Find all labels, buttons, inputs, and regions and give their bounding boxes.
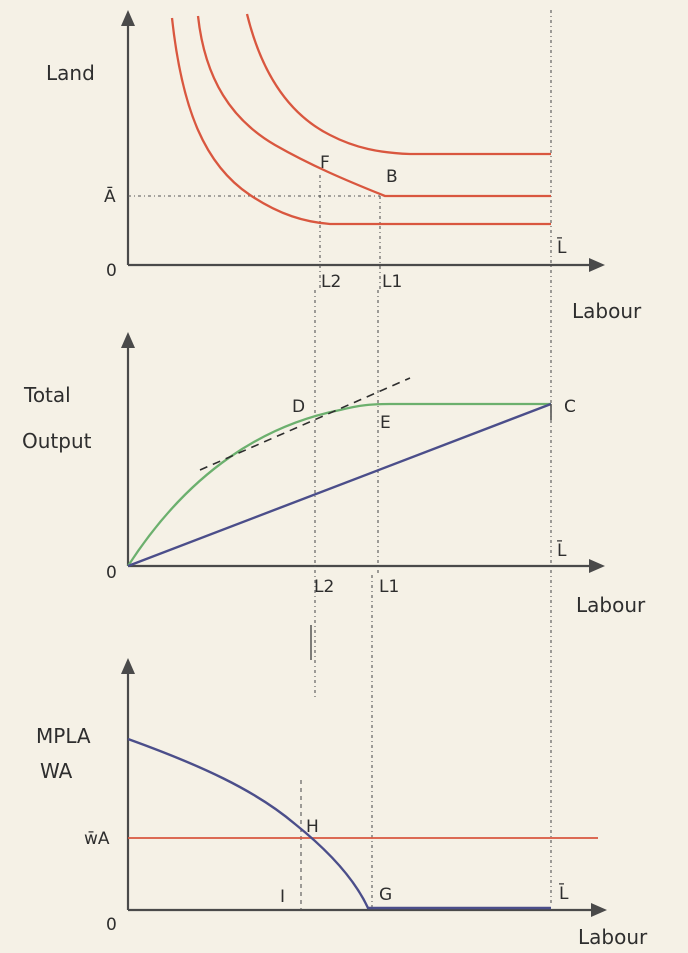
top-x-tick-l-bar: L̄	[557, 236, 567, 258]
middle-y-arrowhead	[121, 332, 135, 348]
bottom-x-label: Labour	[578, 925, 648, 949]
bottom-x-tick-l-bar: L̄	[559, 882, 569, 904]
point-e: E	[380, 413, 391, 433]
total-output-curve	[127, 402, 551, 567]
point-g: G	[379, 885, 392, 905]
bottom-y-label-line2: WA	[40, 759, 73, 783]
middle-x-tick-l-bar: L̄	[557, 539, 567, 561]
mpl-curve	[127, 737, 551, 910]
middle-origin: 0	[106, 563, 117, 583]
bottom-y-tick-w-bar: w̄A	[84, 829, 110, 849]
top-y-arrowhead	[121, 10, 135, 26]
middle-x-label: Labour	[576, 593, 646, 617]
top-y-tick-a-bar: Ā	[104, 185, 116, 207]
isoquant-mid	[196, 15, 551, 198]
tangent-line-at-d	[199, 377, 411, 471]
point-c: C	[564, 397, 576, 417]
bottom-y-arrowhead	[121, 658, 135, 674]
middle-x-tick-l1: L1	[379, 577, 399, 597]
middle-panel: Total Output Labour 0 L2 L1 L̄ D E C	[22, 290, 646, 700]
middle-x-tick-l2: L2	[314, 577, 334, 597]
top-x-tick-l1: L1	[382, 272, 402, 292]
middle-x-arrowhead	[589, 559, 605, 573]
middle-y-label-line1: Total	[23, 383, 71, 407]
top-x-label: Labour	[572, 299, 642, 323]
point-h: H	[306, 817, 319, 837]
bottom-x-arrowhead	[591, 903, 607, 917]
isoquant-low	[170, 17, 551, 226]
point-b: B	[386, 167, 398, 187]
top-x-arrowhead	[589, 258, 605, 272]
point-f: F	[320, 153, 330, 173]
middle-y-label-line2: Output	[22, 429, 92, 453]
top-x-tick-l2: L2	[321, 272, 341, 292]
bottom-origin: 0	[106, 915, 117, 935]
point-i: I	[280, 887, 285, 907]
average-output-ray	[127, 402, 552, 568]
bottom-y-label-line1: MPLA	[36, 724, 91, 748]
top-y-label: Land	[46, 61, 95, 85]
isoquant-high	[245, 13, 551, 156]
bottom-panel: MPLA WA Labour 0 w̄A L̄ H I G	[36, 575, 648, 949]
top-panel: Land Labour 0 Ā L2 L1 L̄ F B	[46, 10, 642, 905]
top-origin: 0	[106, 261, 117, 281]
point-d: D	[292, 397, 305, 417]
